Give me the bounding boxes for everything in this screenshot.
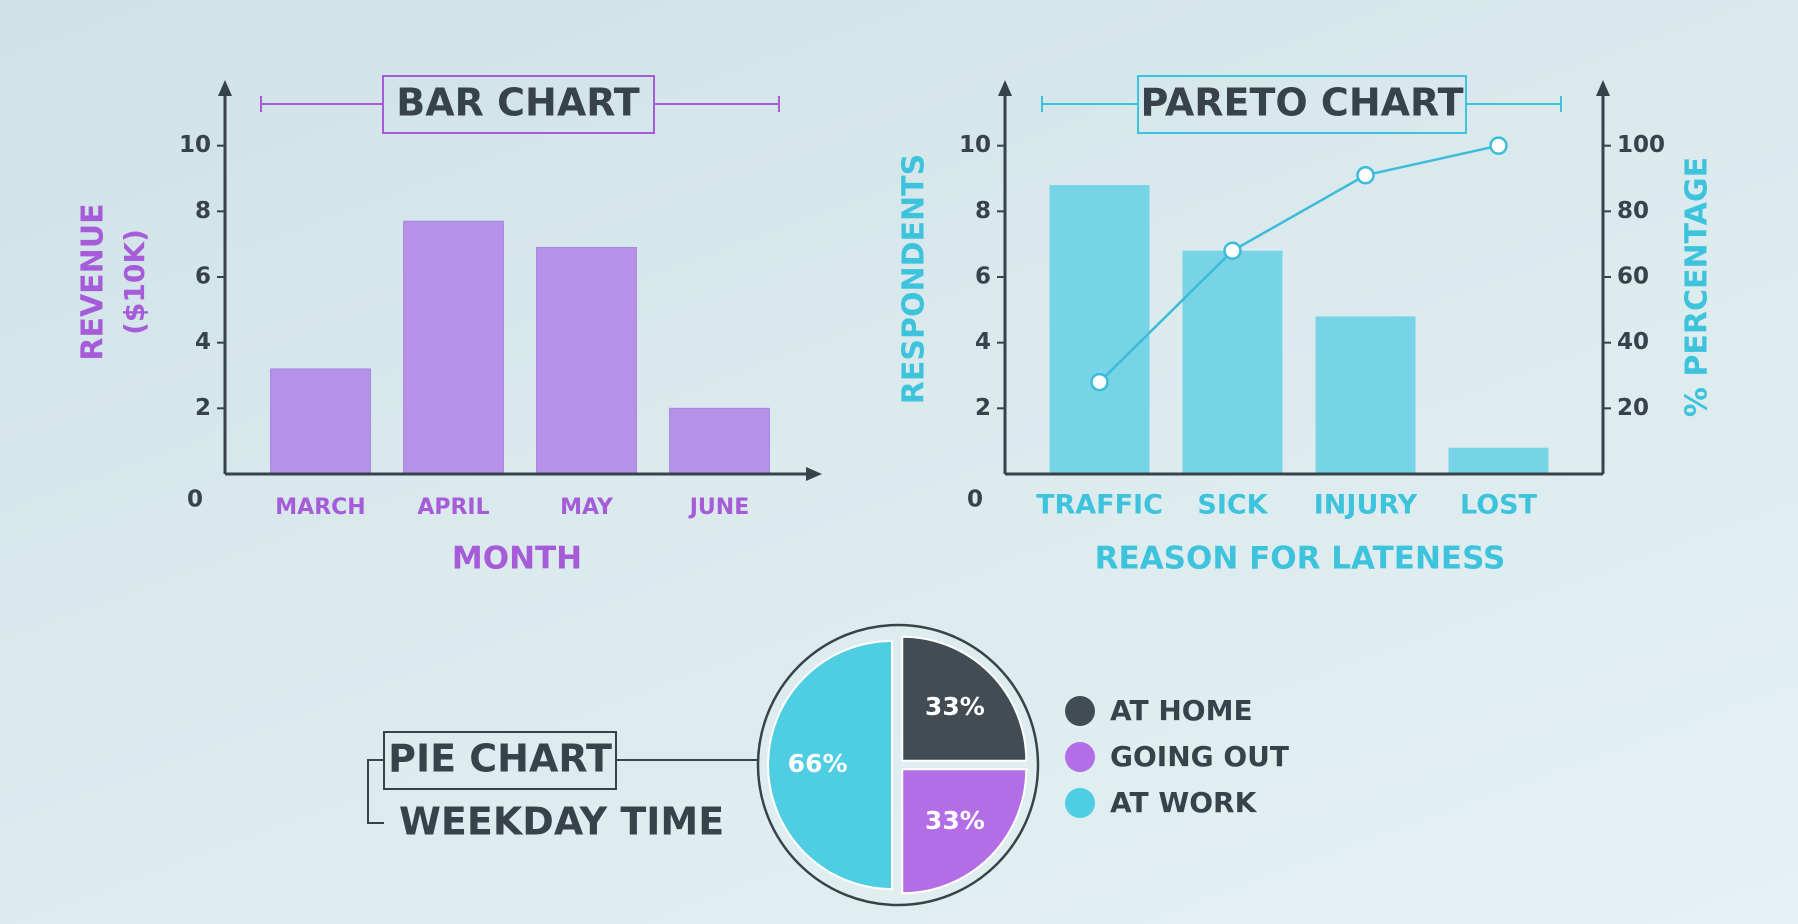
axis-arrow — [218, 80, 232, 96]
y-tick-label: 2 — [195, 395, 211, 421]
y-tick-label: 10 — [959, 132, 991, 158]
bar — [536, 246, 637, 475]
chart-subtitle: WEEKDAY TIME — [399, 800, 724, 844]
axis-arrow — [1596, 80, 1610, 96]
line — [1098, 144, 1499, 383]
y-tick-label: 4 — [195, 329, 211, 355]
y-tick-label: 2 — [975, 395, 991, 421]
axis-arrow — [998, 80, 1012, 96]
slice-label: 33% — [925, 692, 985, 721]
x-tick-label: INJURY — [1314, 490, 1418, 521]
x-tick-label: MARCH — [275, 495, 365, 520]
legend-label: AT HOME — [1110, 694, 1253, 727]
legend-swatch — [1065, 696, 1095, 726]
legend-label: AT WORK — [1110, 786, 1258, 819]
title-box — [382, 75, 655, 134]
bar — [403, 220, 504, 475]
line-point — [1356, 165, 1375, 185]
y-tick-label: 0 — [967, 487, 983, 513]
y-tick-label: 100 — [1617, 132, 1665, 158]
slice-label: 66% — [788, 749, 848, 778]
x-axis-label: MONTH — [452, 541, 582, 577]
x-axis-label: REASON FOR LATENESS — [1095, 541, 1506, 577]
x-tick-label: MAY — [560, 495, 614, 520]
axis-arrow — [806, 467, 822, 481]
y-tick-label: 0 — [187, 487, 203, 513]
y-axis-label: REVENUE — [76, 203, 111, 360]
line-point — [1489, 136, 1508, 155]
y-tick-label: 8 — [975, 198, 991, 224]
y2-axis-label: % PERCENTAGE — [1680, 157, 1715, 417]
y-tick-label: 6 — [975, 264, 991, 290]
y-axis-unit: ($10K) — [118, 229, 151, 335]
pie-slice — [767, 639, 893, 891]
bar — [1315, 316, 1416, 474]
bar — [1182, 250, 1283, 474]
line-point — [1223, 241, 1242, 260]
y-tick-label: 60 — [1617, 264, 1649, 290]
title-box — [1137, 75, 1467, 134]
x-tick-label: TRAFFIC — [1036, 490, 1163, 521]
legend-swatch — [1065, 788, 1095, 818]
line-point — [1090, 372, 1109, 392]
y-tick-label: 6 — [195, 264, 211, 290]
chart-title: PIE CHART — [388, 737, 612, 781]
y-tick-label: 20 — [1617, 395, 1649, 421]
bar — [1049, 185, 1150, 475]
y-tick-label: 10 — [179, 132, 211, 158]
legend-swatch — [1065, 742, 1095, 772]
x-tick-label: SICK — [1197, 490, 1268, 521]
y-axis-label: RESPONDENTS — [897, 154, 932, 404]
y-tick-label: 4 — [975, 329, 991, 355]
bar — [1448, 447, 1549, 474]
bar — [270, 368, 371, 475]
pie-slice — [901, 635, 1028, 762]
chart-title: BAR CHART — [396, 81, 640, 125]
slice-label: 33% — [925, 806, 985, 835]
bracket — [367, 759, 384, 824]
pie-slice — [901, 768, 1028, 895]
x-tick-label: LOST — [1460, 490, 1538, 521]
y-tick-label: 8 — [195, 198, 211, 224]
legend-label: GOING OUT — [1110, 740, 1289, 773]
x-tick-label: APRIL — [417, 495, 489, 520]
y-tick-label: 80 — [1617, 198, 1649, 224]
pie-ring — [756, 623, 1040, 907]
x-tick-label: JUNE — [688, 495, 750, 520]
bar — [669, 407, 770, 475]
y-tick-label: 40 — [1617, 329, 1649, 355]
chart-title: PARETO CHART — [1140, 81, 1463, 125]
